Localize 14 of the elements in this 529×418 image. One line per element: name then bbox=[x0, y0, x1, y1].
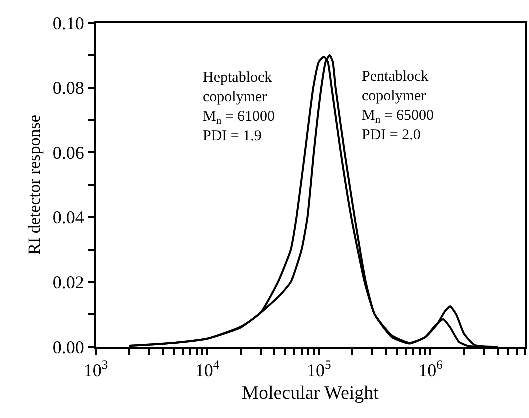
annotation: Heptablock copolymer M$_{n}$ = 61000 PDI = 1.9 bbox=[203, 70, 276, 144]
y-tick-label: 0.10 bbox=[52, 13, 84, 34]
y-tick-label: 0.06 bbox=[52, 142, 84, 163]
x-tick-label: 10$^{4}$ bbox=[195, 358, 220, 381]
annotation: Pentablock copolymer M$_{n}$ = 65000 PDI = 2.0 bbox=[362, 69, 434, 144]
y-tick-label: 0.00 bbox=[52, 337, 84, 358]
y-axis-title: RI detector response bbox=[24, 115, 44, 255]
x-axis-title: Molecular Weight bbox=[242, 382, 380, 404]
y-tick-label: 0.02 bbox=[52, 272, 84, 292]
x-tick-label: 10$^{3}$ bbox=[84, 358, 108, 381]
y-tick-label: 0.08 bbox=[52, 78, 84, 98]
x-tick-label: 10$^{5}$ bbox=[306, 358, 332, 381]
x-tick-label: 10$^{6}$ bbox=[418, 358, 443, 381]
y-tick-label: 0.04 bbox=[52, 208, 84, 228]
